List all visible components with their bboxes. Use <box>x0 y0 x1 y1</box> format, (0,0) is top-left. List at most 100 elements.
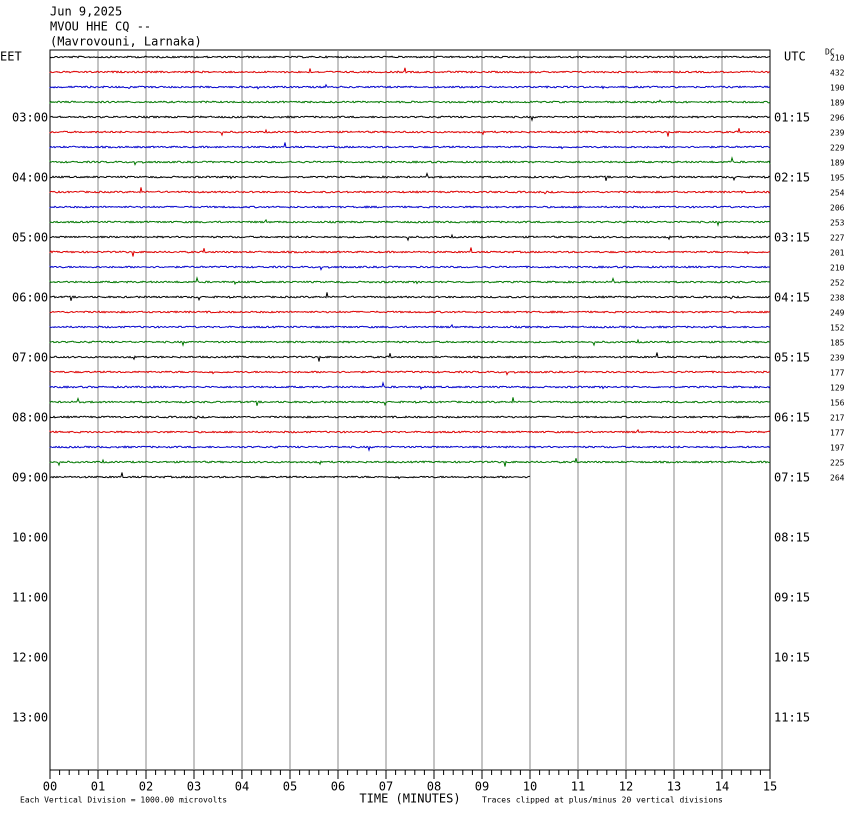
left-time: 09:00 <box>12 471 48 485</box>
x-tick-label: 11 <box>571 780 585 794</box>
dc-offset: 264 <box>830 474 845 483</box>
trace <box>49 99 771 104</box>
dc-offset: 217 <box>830 414 845 423</box>
left-time: 04:00 <box>12 171 48 185</box>
right-time: 04:15 <box>774 291 810 305</box>
right-time: 02:15 <box>774 171 810 185</box>
dc-offset: 190 <box>830 84 845 93</box>
dc-offset: 229 <box>830 144 845 153</box>
trace <box>49 55 771 59</box>
trace <box>49 370 771 376</box>
trace <box>49 247 771 257</box>
left-time: 03:00 <box>12 111 48 125</box>
left-time: 07:00 <box>12 351 48 365</box>
dc-offset: 252 <box>830 279 845 288</box>
trace <box>49 428 771 434</box>
dc-offset: 296 <box>830 114 845 123</box>
dc-offset: 239 <box>830 129 845 138</box>
dc-offset: 249 <box>830 309 845 318</box>
dc-offset: 210 <box>830 264 845 273</box>
trace <box>49 292 770 302</box>
trace <box>49 445 771 452</box>
station: MVOU HHE CQ -- <box>50 20 151 34</box>
trace <box>49 338 770 347</box>
plot-frame <box>49 49 771 771</box>
trace <box>49 128 771 137</box>
x-tick-label: 10 <box>523 780 537 794</box>
x-tick-label: 15 <box>763 780 777 794</box>
left-time: 08:00 <box>12 411 48 425</box>
x-tick-label: 13 <box>667 780 681 794</box>
left-time: 13:00 <box>12 711 48 725</box>
dc-offset: 129 <box>830 384 845 393</box>
trace <box>49 352 771 362</box>
right-time: 01:15 <box>774 111 810 125</box>
dc-offset: 189 <box>830 159 845 168</box>
trace <box>49 115 771 122</box>
dc-offset: 195 <box>830 174 845 183</box>
dc-offset: 239 <box>830 354 845 363</box>
dc-offset: 177 <box>830 369 845 378</box>
dc-offset: 197 <box>830 444 845 453</box>
dc-offset: 238 <box>830 294 845 303</box>
x-tick-label: 03 <box>187 780 201 794</box>
left-axis-label: EET <box>0 50 22 64</box>
dc-offset: 210 <box>830 54 845 63</box>
left-time: 11:00 <box>12 591 48 605</box>
trace <box>49 276 771 286</box>
x-tick-label: 09 <box>475 780 489 794</box>
left-time: 06:00 <box>12 291 48 305</box>
x-tick-label: 04 <box>235 780 249 794</box>
trace <box>49 458 771 467</box>
dc-offset: 254 <box>830 189 845 198</box>
trace <box>49 171 771 182</box>
x-tick-label: 07 <box>379 780 393 794</box>
trace <box>49 142 771 150</box>
dc-offset: 253 <box>830 219 845 228</box>
x-tick-label: 01 <box>91 780 105 794</box>
trace <box>49 218 771 227</box>
right-time: 10:15 <box>774 651 810 665</box>
right-time: 08:15 <box>774 531 810 545</box>
trace <box>49 83 771 90</box>
dc-offset: 201 <box>830 249 845 258</box>
dc-offset: 206 <box>830 204 845 213</box>
trace <box>49 323 771 329</box>
x-tick-label: 06 <box>331 780 345 794</box>
right-time: 03:15 <box>774 231 810 245</box>
dc-offset: 185 <box>830 339 845 348</box>
footer-right: Traces clipped at plus/minus 20 vertical… <box>482 796 723 805</box>
trace <box>49 205 771 209</box>
dc-offset: 227 <box>830 234 845 243</box>
location: (Mavrovouni, Larnaka) <box>50 35 202 49</box>
trace <box>49 381 771 391</box>
x-tick-label: 08 <box>427 780 441 794</box>
dc-offset: 152 <box>830 324 845 333</box>
x-tick-label: 00 <box>43 780 57 794</box>
dc-offset: 189 <box>830 99 845 108</box>
right-time: 06:15 <box>774 411 810 425</box>
x-tick-label: 02 <box>139 780 153 794</box>
date: Jun 9,2025 <box>50 5 122 19</box>
right-time: 09:15 <box>774 591 810 605</box>
dc-offset: 177 <box>830 429 845 438</box>
trace <box>49 156 771 166</box>
trace <box>49 67 771 74</box>
x-tick-label: 05 <box>283 780 297 794</box>
x-tick-label: 14 <box>715 780 729 794</box>
left-time: 12:00 <box>12 651 48 665</box>
x-tick-label: 12 <box>619 780 633 794</box>
dc-offset: 432 <box>830 69 845 78</box>
dc-label: DC <box>825 48 835 57</box>
trace <box>49 415 771 420</box>
trace <box>49 396 771 407</box>
trace <box>49 233 771 242</box>
right-time: 07:15 <box>774 471 810 485</box>
trace <box>49 265 771 271</box>
left-time: 10:00 <box>12 531 48 545</box>
dc-offset: 225 <box>830 459 845 468</box>
right-time: 05:15 <box>774 351 810 365</box>
left-time: 05:00 <box>12 231 48 245</box>
